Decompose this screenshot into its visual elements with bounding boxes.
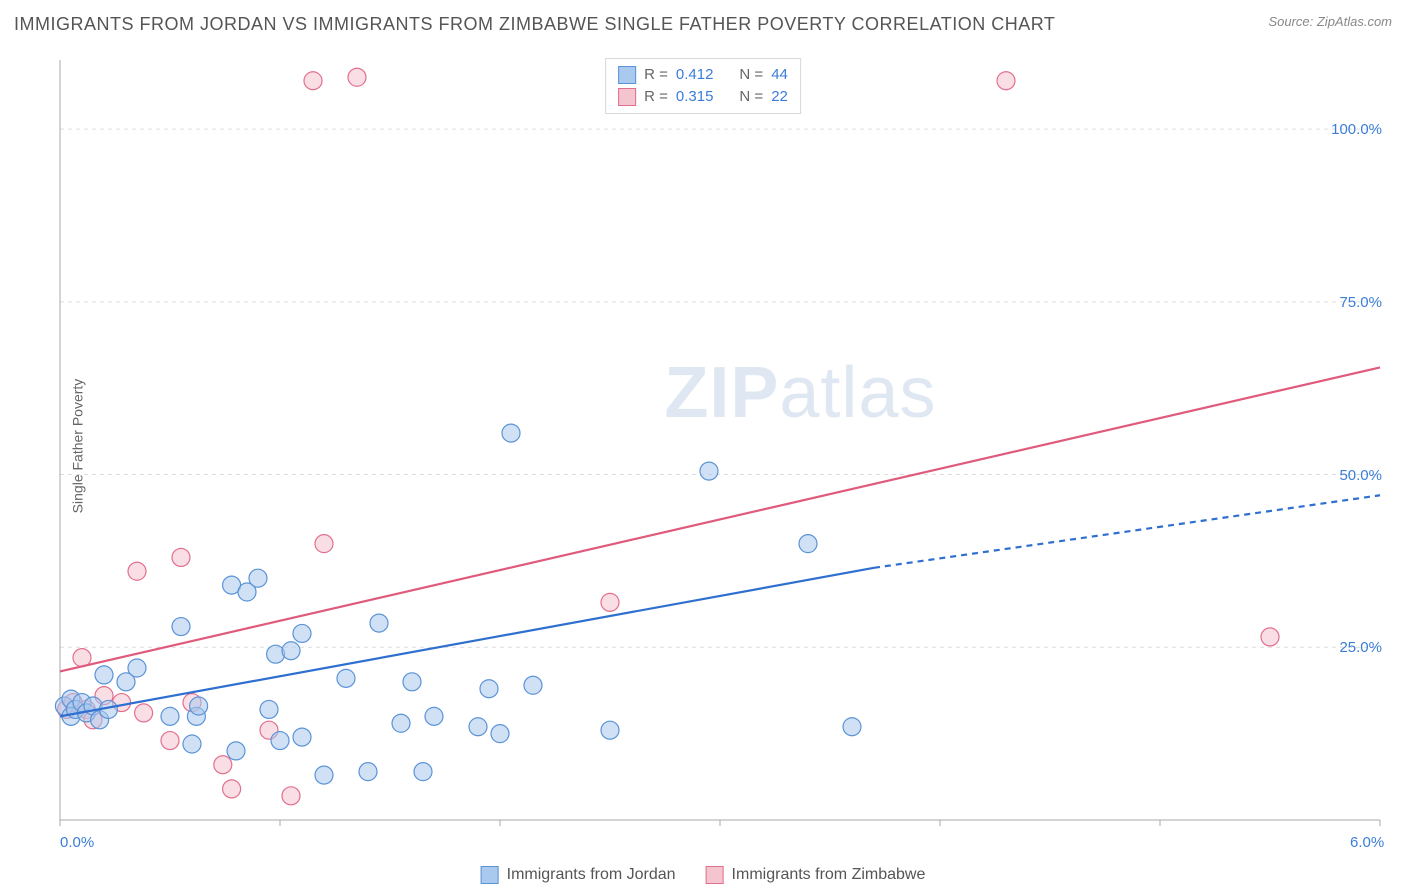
legend-swatch-jordan (618, 66, 636, 84)
source-attribution: Source: ZipAtlas.com (1268, 14, 1392, 29)
scatter-plot (50, 50, 1390, 830)
r-label: R = (644, 86, 668, 108)
legend-swatch-zimbabwe-icon (706, 866, 724, 884)
title-bar: IMMIGRANTS FROM JORDAN VS IMMIGRANTS FRO… (14, 14, 1392, 35)
r-label: R = (644, 64, 668, 86)
zimbabwe-r-value: 0.315 (676, 86, 714, 108)
n-label: N = (739, 86, 763, 108)
jordan-r-value: 0.412 (676, 64, 714, 86)
chart-title: IMMIGRANTS FROM JORDAN VS IMMIGRANTS FRO… (14, 14, 1055, 35)
x-tick-label: 0.0% (60, 834, 94, 851)
legend-item-zimbabwe: Immigrants from Zimbabwe (706, 866, 926, 884)
n-label: N = (739, 64, 763, 86)
legend-swatch-zimbabwe (618, 88, 636, 106)
legend-stats-row-jordan: R = 0.412 N = 44 (618, 64, 788, 86)
y-tick-label: 100.0% (1331, 121, 1382, 138)
legend-label-zimbabwe: Immigrants from Zimbabwe (732, 866, 926, 884)
legend-swatch-jordan-icon (481, 866, 499, 884)
legend-item-jordan: Immigrants from Jordan (481, 866, 676, 884)
x-tick-label: 6.0% (1350, 834, 1384, 851)
zimbabwe-n-value: 22 (771, 86, 788, 108)
legend-series: Immigrants from Jordan Immigrants from Z… (481, 866, 926, 884)
plot-container: ZIPatlas 25.0%50.0%75.0%100.0%0.0%6.0% (50, 50, 1390, 830)
legend-stats: R = 0.412 N = 44 R = 0.315 N = 22 (605, 58, 801, 114)
y-tick-label: 50.0% (1339, 467, 1382, 484)
y-tick-label: 75.0% (1339, 294, 1382, 311)
jordan-n-value: 44 (771, 64, 788, 86)
legend-label-jordan: Immigrants from Jordan (507, 866, 676, 884)
y-tick-label: 25.0% (1339, 639, 1382, 656)
legend-stats-row-zimbabwe: R = 0.315 N = 22 (618, 86, 788, 108)
